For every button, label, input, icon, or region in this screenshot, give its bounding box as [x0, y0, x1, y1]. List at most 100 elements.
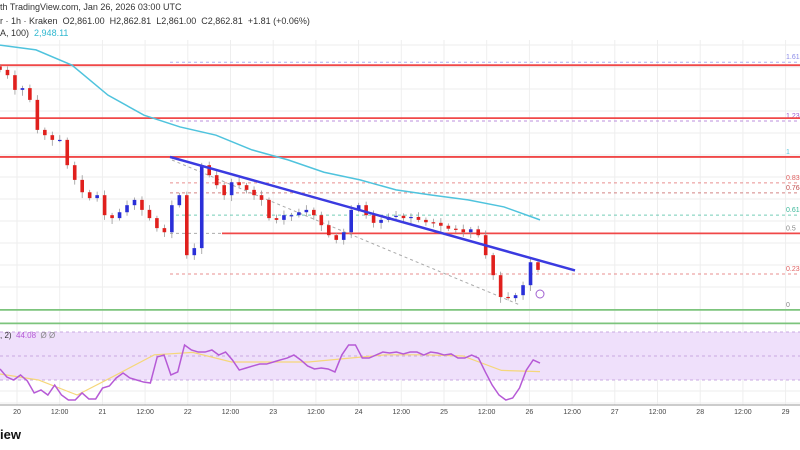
candle — [185, 195, 189, 256]
candle — [326, 225, 331, 236]
fib-level-label: 0.236 — [786, 266, 800, 273]
time-tick-label: 12:00 — [563, 409, 581, 416]
rsi-line — [0, 343, 541, 401]
candle — [416, 216, 421, 220]
attribution: th TradingView.com, Jan 26, 2026 03:00 U… — [0, 2, 182, 12]
candle — [28, 88, 32, 100]
candle — [476, 229, 481, 236]
time-tick-label: 29 — [782, 409, 790, 416]
rsi-params: , 2) — [0, 331, 12, 340]
rsi-extra: Ø Ø — [40, 331, 56, 340]
candle — [95, 195, 99, 199]
candle — [454, 228, 458, 230]
candle — [297, 212, 301, 216]
fib-level-label: 0.618 — [786, 207, 800, 214]
candle — [170, 205, 174, 233]
candle — [461, 229, 466, 233]
fib-level-label: 1.236 — [786, 113, 800, 120]
candle — [65, 139, 70, 166]
candle — [72, 165, 77, 180]
candle — [498, 275, 503, 297]
time-tick-label: 24 — [355, 409, 363, 416]
time-tick-label: 27 — [611, 409, 619, 416]
candle — [356, 205, 361, 210]
candle — [57, 139, 62, 142]
candle — [237, 182, 241, 186]
time-tick-label: 20 — [13, 409, 21, 416]
candle — [5, 69, 10, 76]
candle — [199, 165, 204, 249]
candle — [102, 195, 107, 216]
time-tick-label: 12:00 — [222, 409, 240, 416]
horizontal-lines — [0, 64, 800, 325]
fib-level-label: 0.832 — [786, 175, 800, 182]
candle — [319, 215, 324, 226]
candle — [334, 235, 339, 240]
candle — [0, 66, 2, 70]
candle — [214, 175, 219, 186]
candle — [222, 185, 226, 196]
interval[interactable]: 1h — [11, 16, 22, 26]
rsi-value: 44.08 — [16, 331, 37, 340]
candle — [267, 199, 271, 219]
ma-value: 2,948.11 — [34, 28, 69, 38]
alert-marker-icon[interactable] — [535, 289, 545, 299]
fib-level-label: 1.618 — [786, 54, 800, 61]
ohlc-legend: r · 1h · Kraken O2,861.00 H2,862.81 L2,8… — [0, 16, 310, 26]
fib-level-label: 0 — [786, 302, 790, 309]
candle — [13, 75, 17, 90]
candle — [110, 215, 114, 219]
candle — [252, 189, 256, 196]
fib-retracement: 1.618 1.236 1 0.832 0.764 0.618 0.5 0.236 0 — [170, 54, 800, 311]
exchange: Kraken — [29, 16, 58, 26]
candle — [431, 222, 436, 224]
candle — [155, 218, 159, 229]
candle — [536, 262, 540, 270]
high-value: H2,862.81 — [109, 16, 152, 26]
candle — [349, 209, 353, 233]
rsi-legend[interactable]: , 2) 44.08 Ø Ø — [0, 331, 55, 340]
candle — [446, 225, 451, 229]
candle — [132, 199, 137, 206]
candle — [506, 296, 510, 299]
rsi-ma-line — [0, 351, 541, 396]
candle — [80, 179, 84, 193]
candle — [521, 285, 525, 296]
candle — [394, 215, 398, 217]
time-tick-label: 23 — [269, 409, 277, 416]
candle — [244, 185, 249, 190]
candle — [140, 199, 144, 210]
candle — [401, 215, 406, 219]
time-tick-label: 12:00 — [136, 409, 154, 416]
fib-level-label: 0.5 — [786, 225, 796, 232]
candle — [43, 129, 47, 136]
close-value: C2,862.81 — [201, 16, 243, 26]
fib-level-label: 1 — [786, 149, 790, 156]
change-value: +1.81 (+0.06%) — [247, 16, 310, 26]
candle — [491, 255, 495, 276]
fib-diagonal — [171, 159, 521, 306]
ma-legend[interactable]: A, 100) 2,948.11 — [0, 28, 68, 38]
time-tick-label: 25 — [440, 409, 448, 416]
candle — [162, 228, 167, 233]
candle — [371, 215, 376, 223]
time-tick-label: 12:00 — [649, 409, 667, 416]
time-tick-label: 12:00 — [478, 409, 496, 416]
candle — [87, 192, 92, 199]
symbol[interactable]: r — [0, 16, 3, 26]
candle — [259, 195, 264, 200]
candle — [409, 216, 413, 219]
candle — [50, 135, 55, 140]
time-tick-label: 12:00 — [307, 409, 325, 416]
time-tick-label: 22 — [184, 409, 192, 416]
time-axis: 20 12:00 21 12:00 22 12:00 23 12:00 24 12:00 25 12:… — [13, 409, 789, 416]
time-tick-label: 12:00 — [51, 409, 69, 416]
time-tick-label: 12:00 — [393, 409, 411, 416]
time-tick-label: 21 — [99, 409, 107, 416]
open-value: O2,861.00 — [62, 16, 105, 26]
bearish-trendline[interactable] — [169, 155, 576, 272]
candle — [177, 195, 182, 206]
time-tick-label: 28 — [696, 409, 704, 416]
tradingview-logo: iew — [0, 427, 21, 442]
